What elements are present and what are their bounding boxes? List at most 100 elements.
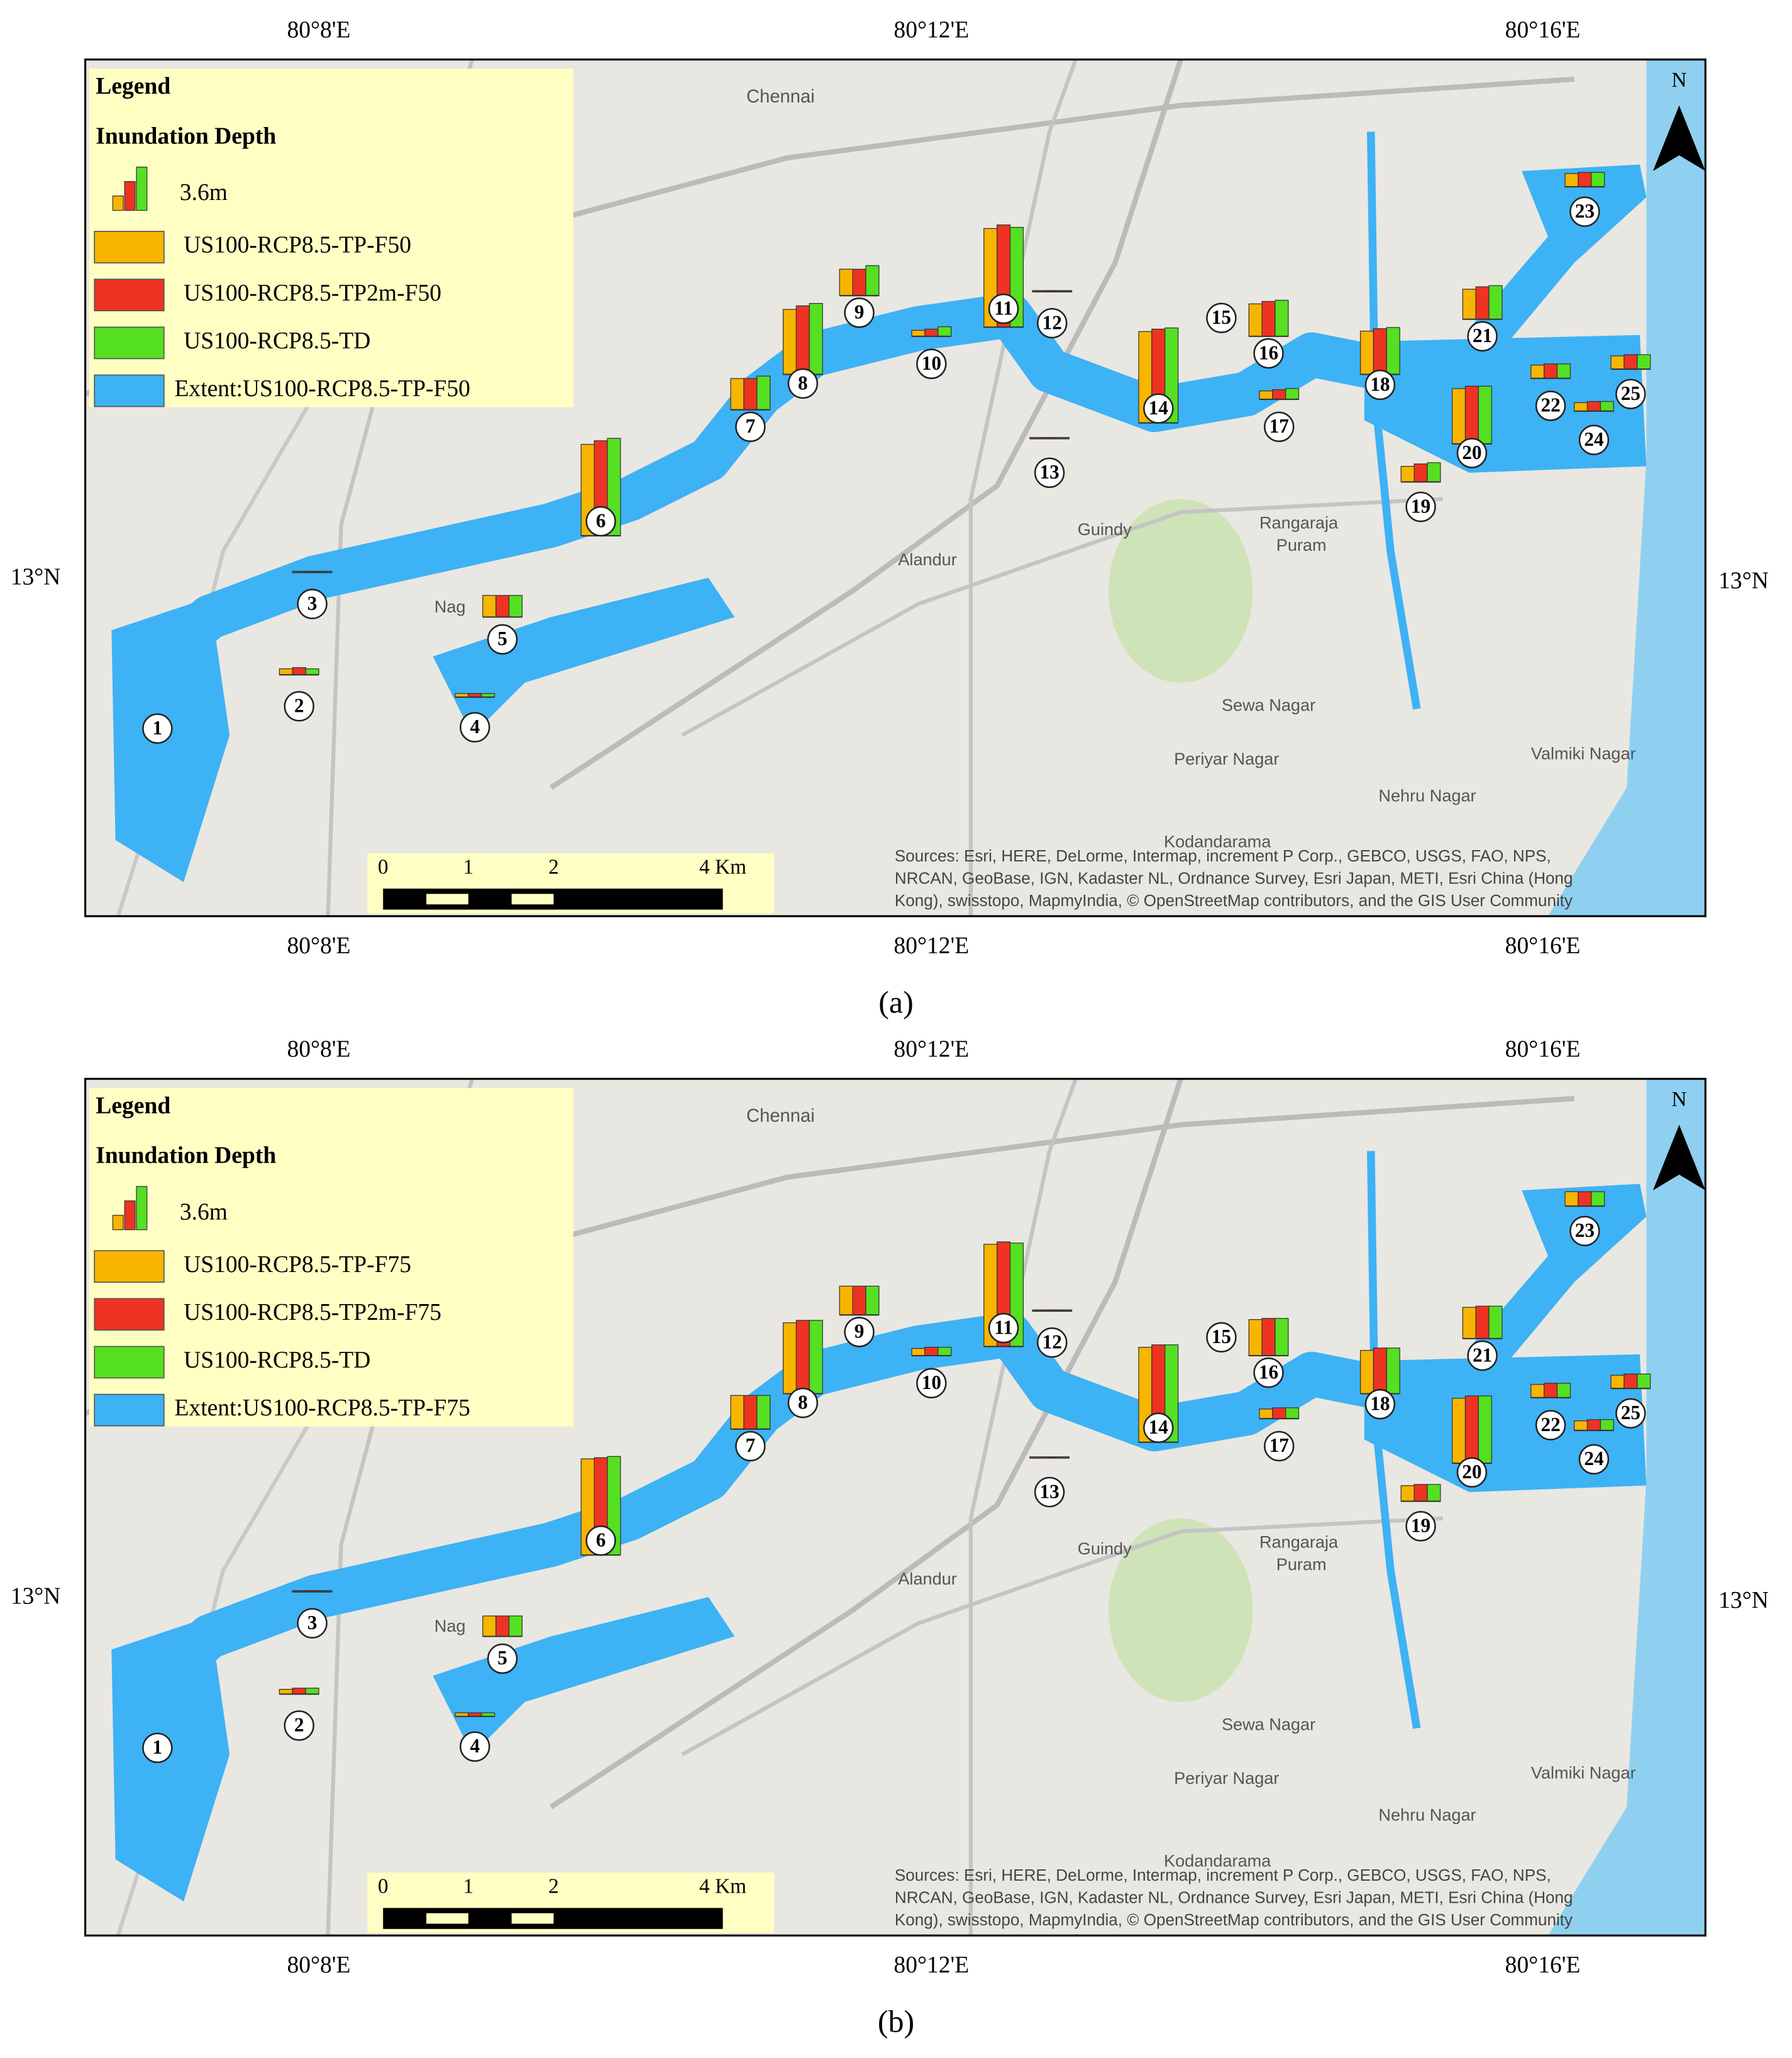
station-marker [1253, 1357, 1284, 1388]
depth-bar [795, 1320, 810, 1395]
station-marker [297, 1608, 328, 1639]
depth-bar [1413, 1484, 1428, 1502]
lat-label-right: 13°N [1718, 568, 1769, 594]
station-label: 7 [746, 415, 756, 437]
station-marker [1569, 196, 1600, 227]
depth-bar [1462, 1307, 1476, 1339]
station-marker [487, 1643, 518, 1674]
station-marker [1467, 321, 1498, 352]
depth-bar [1359, 1350, 1374, 1395]
depth-bar [1400, 465, 1415, 483]
station-label: 2 [294, 1714, 304, 1736]
flood-north [1469, 1183, 1647, 1361]
lat-label-left: 13°N [11, 1584, 61, 1610]
legend-swatch [94, 1393, 165, 1427]
depth-bar [1600, 1419, 1614, 1431]
road [550, 1078, 1183, 1810]
legend-box [89, 69, 573, 407]
legend-item-label: Extent:US100-RCP8.5-TP-F50 [174, 376, 470, 402]
depth-bar [305, 1688, 319, 1695]
legend-swatch [94, 374, 165, 407]
station-label: 5 [497, 1647, 507, 1669]
legend-scale-label: 3.6m [180, 1199, 228, 1225]
depth-bar [1478, 1395, 1492, 1464]
depth-bar [1386, 1347, 1400, 1395]
legend-depth-icon [124, 181, 136, 211]
depth-bar [508, 1615, 523, 1637]
depth-bar [756, 1395, 771, 1430]
depth-bar [937, 1346, 952, 1356]
depth-bar [1464, 1395, 1479, 1464]
legend-depth-icon [112, 196, 124, 211]
place-label: Kodandarama [1164, 831, 1271, 851]
depth-bar [1623, 1373, 1638, 1389]
depth-bar [1452, 388, 1466, 445]
legend-swatch [94, 1298, 165, 1331]
station-marker [585, 1525, 616, 1556]
station-label: 8 [798, 372, 808, 394]
depth-bar [1272, 1407, 1286, 1419]
sources-text: Sources: Esri, HERE, DeLorme, Intermap, … [895, 1866, 1551, 1884]
depth-bar [1373, 1347, 1387, 1395]
lon-label-bottom: 80°16'E [1505, 933, 1581, 959]
station-marker [1264, 1430, 1295, 1462]
flood-west [111, 597, 230, 882]
station-marker [1405, 491, 1436, 523]
depth-bar [809, 302, 823, 375]
map-frame [84, 58, 1706, 917]
depth-bar [1564, 1191, 1579, 1207]
north-arrow [1652, 1124, 1706, 1191]
flood-lagoon [1364, 1354, 1647, 1492]
station-label: 18 [1370, 373, 1390, 395]
road [681, 1516, 1444, 1757]
station-marker [585, 506, 616, 537]
depth-bar [1600, 401, 1614, 412]
depth-bar [1530, 364, 1545, 379]
depth-bar [279, 1689, 293, 1695]
station-label: 15 [1212, 306, 1231, 328]
depth-bar [1488, 285, 1503, 320]
depth-bar [839, 1285, 853, 1315]
legend-box [89, 1088, 573, 1427]
depth-bar [924, 1346, 939, 1356]
station-marker [460, 1731, 490, 1762]
depth-bar [1610, 1375, 1625, 1389]
place-label: Nehru Nagar [1378, 785, 1476, 805]
place-label: Chennai [746, 1106, 815, 1126]
legend-item-label: Extent:US100-RCP8.5-TP-F75 [174, 1395, 470, 1421]
scalebar-label: 4 Km [699, 856, 746, 879]
legend-swatch [94, 1346, 165, 1379]
station-label: 11 [994, 1316, 1013, 1338]
station-marker [988, 1312, 1019, 1344]
depth-bar [1427, 1484, 1441, 1502]
flood-south [433, 1596, 735, 1755]
depth-bar [1285, 1407, 1300, 1419]
depth-bar [1464, 385, 1479, 445]
station-marker [1535, 1410, 1566, 1441]
canal [1367, 1151, 1421, 1729]
station-marker [1253, 338, 1284, 369]
depth-bar [292, 667, 306, 675]
station-marker [460, 712, 490, 743]
depth-bar [508, 595, 523, 618]
depth-bar [1586, 1419, 1601, 1431]
station-marker [1037, 1327, 1068, 1358]
depth-bar [1373, 328, 1387, 375]
station-marker [787, 1387, 819, 1419]
station-marker [844, 1317, 875, 1347]
station-label: 16 [1259, 1361, 1278, 1383]
place-label: Puram [1276, 1554, 1327, 1574]
station-label: 13 [1039, 461, 1059, 483]
sea-shore [1547, 1078, 1706, 1936]
place-label: Nag [434, 1616, 466, 1635]
station-label: 3 [307, 1612, 318, 1634]
sources-text: Sources: Esri, HERE, DeLorme, Intermap, … [895, 846, 1551, 865]
station-label: 6 [596, 509, 606, 531]
station-label: 1 [153, 1736, 163, 1758]
depth-bar [865, 1285, 880, 1315]
legend-depth-icon [112, 1215, 124, 1231]
station-label: 12 [1043, 311, 1062, 333]
